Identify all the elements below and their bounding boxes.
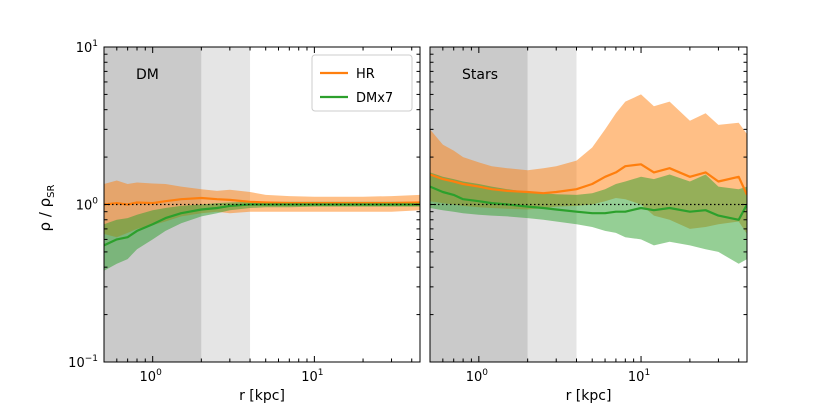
legend-label-hr: HR	[356, 67, 375, 82]
x-axis-label: r [kpc]	[566, 388, 612, 404]
y-ticks	[104, 46, 420, 363]
band-dmx7	[430, 172, 747, 264]
y-ticks	[430, 46, 747, 363]
panel-title: Stars	[462, 67, 498, 83]
y-tick-label: 10−1	[68, 354, 98, 371]
x-ticks	[103, 47, 413, 362]
plot-area	[104, 47, 420, 362]
y-tick-label: 101	[76, 39, 98, 56]
panel-title: DM	[136, 67, 159, 83]
x-tick-label: 100	[466, 368, 489, 385]
band-hr	[104, 180, 420, 238]
x-ticks	[429, 47, 740, 362]
line-hr	[430, 163, 747, 196]
legend: HR DMx7	[311, 54, 413, 112]
band-dmx7	[104, 201, 420, 271]
plot-area	[430, 47, 747, 362]
panel-stars: 100 101 r [kpc] Stars	[429, 46, 748, 404]
x-tick-label: 100	[140, 368, 163, 385]
x-tick-label: 101	[628, 368, 650, 385]
panels: 100 101 10−1 100 101 r [kpc] DM HR DMx7 100 101 r […	[68, 39, 748, 404]
x-tick-label: 101	[301, 368, 323, 385]
legend-label-dmx7: DMx7	[356, 91, 393, 106]
line-hr	[104, 196, 420, 206]
x-axis-label: r [kpc]	[239, 388, 285, 404]
panel-dm: 100 101 10−1 100 101 r [kpc] DM HR DMx7	[68, 39, 421, 404]
line-dmx7	[430, 185, 747, 221]
y-axis-label: ρ / ρSR	[36, 184, 57, 231]
line-dmx7	[104, 203, 420, 247]
y-tick-label: 100	[76, 197, 99, 214]
